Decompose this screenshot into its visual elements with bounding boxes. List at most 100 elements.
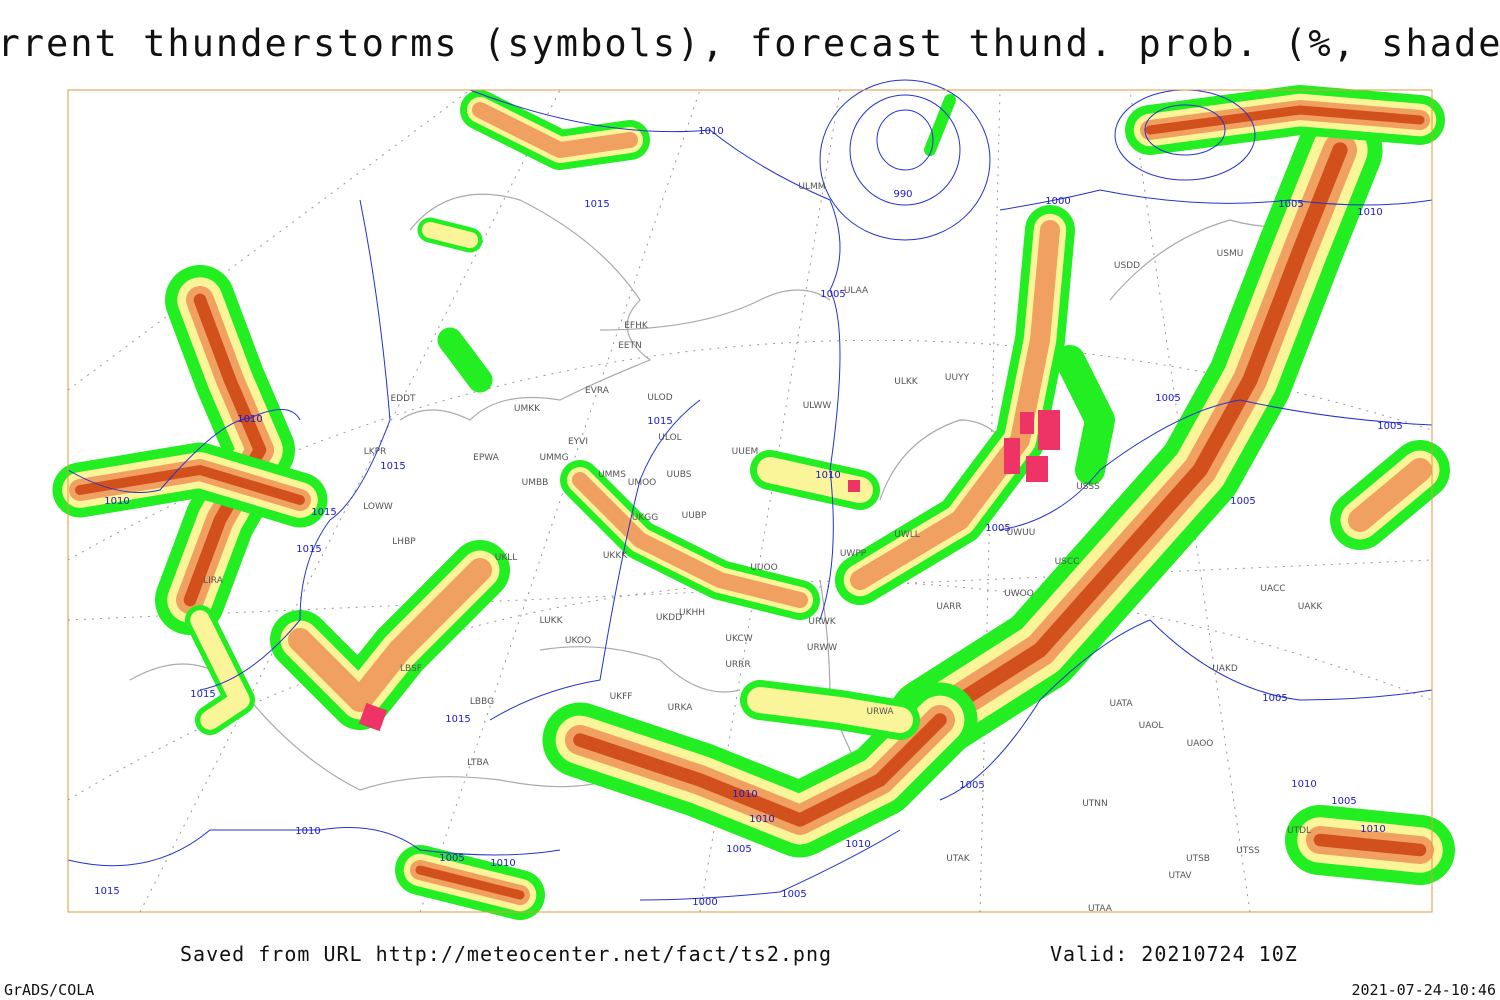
probability-band <box>747 687 913 733</box>
station-label: UKOO <box>565 636 591 646</box>
station-label: UKKK <box>603 551 628 561</box>
isobar-label: 1005 <box>439 853 464 864</box>
map-frame <box>67 89 1433 913</box>
station-label: UAKK <box>1298 602 1324 612</box>
valid-time: Valid: 20210724 10Z <box>1050 942 1298 966</box>
station-label: UTSS <box>1236 846 1260 856</box>
station-label: UKGG <box>632 513 658 523</box>
probability-band <box>757 457 873 503</box>
isobar-label: 1010 <box>845 839 870 850</box>
station-label: LBSF <box>400 664 422 674</box>
station-label: URKA <box>668 703 694 713</box>
isobar-label: 1010 <box>749 814 774 825</box>
isobar-label: 1005 <box>1331 796 1356 807</box>
station-label: UAOO <box>1187 739 1214 749</box>
station-label: UMMG <box>539 453 568 463</box>
probability-band <box>472 102 638 158</box>
station-label: UTAV <box>1168 871 1192 881</box>
isobar-label: 1010 <box>732 789 757 800</box>
isobar-label: 1000 <box>692 897 717 908</box>
station-label: UATA <box>1109 699 1133 709</box>
thunderstorm-probability <box>52 85 1455 920</box>
station-label: EYVI <box>568 437 588 447</box>
station-label: UWUU <box>1007 528 1036 538</box>
isobar-label: 1015 <box>445 714 470 725</box>
station-label: EFHK <box>624 321 649 331</box>
probability-band <box>1348 458 1432 532</box>
probability-band <box>572 472 808 608</box>
software: GrADS/COLA <box>4 981 94 999</box>
station-label: LHBP <box>392 537 416 547</box>
probability-band <box>437 327 493 393</box>
station-label: LUKK <box>540 616 564 626</box>
isobar-label: 1005 <box>781 889 806 900</box>
isobar-label: 1005 <box>985 523 1010 534</box>
isobar-label: 1010 <box>815 470 840 481</box>
station-label: URWA <box>866 707 894 717</box>
station-label: USDD <box>1114 261 1140 271</box>
probability-band <box>922 142 1348 728</box>
station-label: URWW <box>807 643 837 653</box>
isobar-label: 1015 <box>190 689 215 700</box>
map-title: Current thunderstorms (symbols), forecas… <box>0 22 1500 65</box>
station-label: LIRA <box>203 576 224 586</box>
isobar-label: 1010 <box>295 826 320 837</box>
isobar-label: 1000 <box>1045 196 1070 207</box>
isobar-label: 1015 <box>296 544 321 555</box>
station-label: UWOO <box>1004 589 1034 599</box>
station-label: UKFF <box>610 692 633 702</box>
isobar-label: 1005 <box>1155 393 1180 404</box>
probability-band <box>421 221 479 249</box>
isobar-label: 1015 <box>647 416 672 427</box>
station-label: UMBB <box>522 478 549 488</box>
probability-band <box>1055 345 1115 485</box>
map-area: 1010 1015 990 1000 1005 1005 1010 1010 1010 1015 1… <box>52 79 1455 920</box>
isobar-label: 1005 <box>1230 496 1255 507</box>
station-label: UTAA <box>1088 904 1113 914</box>
isobar-label: 1005 <box>1278 199 1303 210</box>
station-label: UUBP <box>682 511 707 521</box>
station-label: EVRA <box>585 386 610 396</box>
station-label: ULMM <box>798 182 825 192</box>
station-label: LTBA <box>467 758 489 768</box>
probability-band <box>190 610 250 730</box>
station-label: UKDD <box>656 613 682 623</box>
isobar-label: 1010 <box>237 414 262 425</box>
station-label: ULWW <box>803 401 832 411</box>
station-label: UUOO <box>750 563 777 573</box>
isobar-label: 1005 <box>726 844 751 855</box>
isobar-label: 1010 <box>698 126 723 137</box>
station-label: UTSB <box>1186 854 1210 864</box>
station-label: USMU <box>1217 249 1244 259</box>
station-label: UAKD <box>1212 664 1238 674</box>
station-label: UKLL <box>495 553 518 563</box>
station-label: UACC <box>1260 584 1285 594</box>
station-label: EPWA <box>473 453 500 463</box>
probability-band <box>75 465 305 505</box>
station-label: UWPP <box>840 549 867 559</box>
station-label: UTDL <box>1287 826 1311 836</box>
station-label: LOWW <box>363 502 393 512</box>
station-label: UTNN <box>1082 799 1108 809</box>
probability-band <box>415 865 525 900</box>
probability-band <box>1145 105 1425 135</box>
station-label: UUYY <box>945 373 970 383</box>
station-label: UMOO <box>628 478 657 488</box>
station-label: ULOL <box>658 433 681 443</box>
station-label: UKCW <box>725 634 752 644</box>
isobar-label: 1010 <box>104 496 129 507</box>
station-label: UTAK <box>946 854 971 864</box>
isobar-label: 1005 <box>959 780 984 791</box>
isobar-label: 1010 <box>1357 207 1382 218</box>
map-labels: 1010 1015 990 1000 1005 1005 1010 1010 1010 1015 1… <box>94 126 1402 914</box>
station-label: ULKK <box>894 377 919 387</box>
isobar-label: 1015 <box>584 199 609 210</box>
probability-band <box>573 713 947 827</box>
station-label: ULAA <box>844 286 869 296</box>
station-label: EDDT <box>390 394 416 404</box>
station-label: EETN <box>618 341 642 351</box>
station-label: ULOD <box>647 393 672 403</box>
isobar-label: 1005 <box>1262 693 1287 704</box>
probability-band <box>1313 833 1427 857</box>
